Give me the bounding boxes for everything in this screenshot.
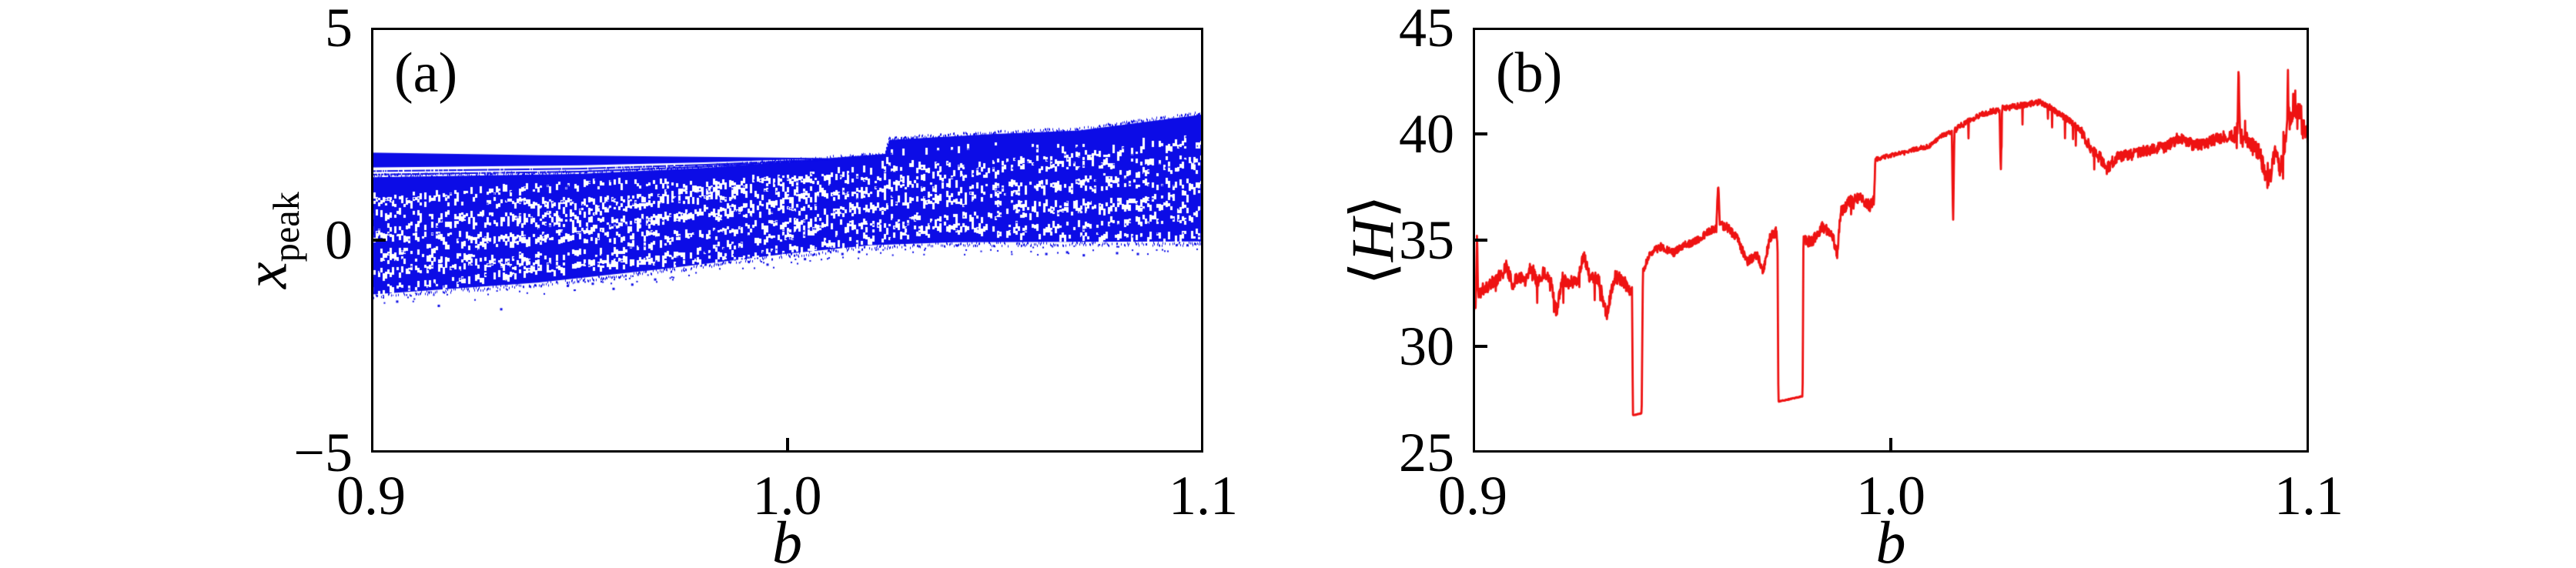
ylabel-a-sub: peak <box>266 192 308 262</box>
panel-b-letter: (b) <box>1496 42 1563 105</box>
y-tick-mark <box>1475 132 1487 135</box>
x-tick-mark <box>785 438 789 450</box>
panel-a-ylabel: xpeak <box>232 192 308 289</box>
x-tick-label: 0.9 <box>336 465 406 526</box>
ylabel-a-var: x <box>232 262 299 289</box>
y-tick-label: 25 <box>1399 422 1454 483</box>
panel-a-xlabel: b <box>772 509 802 568</box>
x-tick-label: 1.1 <box>2274 465 2343 526</box>
x-tick-label: 1.1 <box>1169 465 1238 526</box>
panel-b-xlabel: b <box>1875 509 1906 568</box>
y-tick-label: −5 <box>293 422 353 483</box>
x-tick-mark <box>1889 438 1892 450</box>
y-tick-label: 35 <box>1399 209 1454 271</box>
y-tick-mark <box>1475 345 1487 348</box>
y-tick-label: 45 <box>1399 0 1454 58</box>
ylabel-b-var: H <box>1339 218 1406 262</box>
ylabel-b-open-bracket: ⟨ <box>1338 262 1407 286</box>
y-tick-mark <box>373 239 386 242</box>
entropy-plot-canvas <box>1473 28 2309 453</box>
panel-a-letter: (a) <box>394 42 458 105</box>
x-tick-label: 1.0 <box>1856 465 1925 526</box>
y-tick-label: 0 <box>325 209 353 271</box>
y-tick-label: 40 <box>1399 103 1454 165</box>
y-tick-label: 30 <box>1399 316 1454 377</box>
bifurcation-plot-canvas <box>371 28 1203 453</box>
y-tick-mark <box>1475 239 1487 242</box>
x-tick-label: 1.0 <box>752 465 822 526</box>
y-tick-label: 5 <box>325 0 353 58</box>
x-tick-label: 0.9 <box>1438 465 1507 526</box>
ylabel-b-close-bracket: ⟩ <box>1338 195 1407 219</box>
panel-b-ylabel: ⟨H⟩ <box>1338 195 1407 285</box>
